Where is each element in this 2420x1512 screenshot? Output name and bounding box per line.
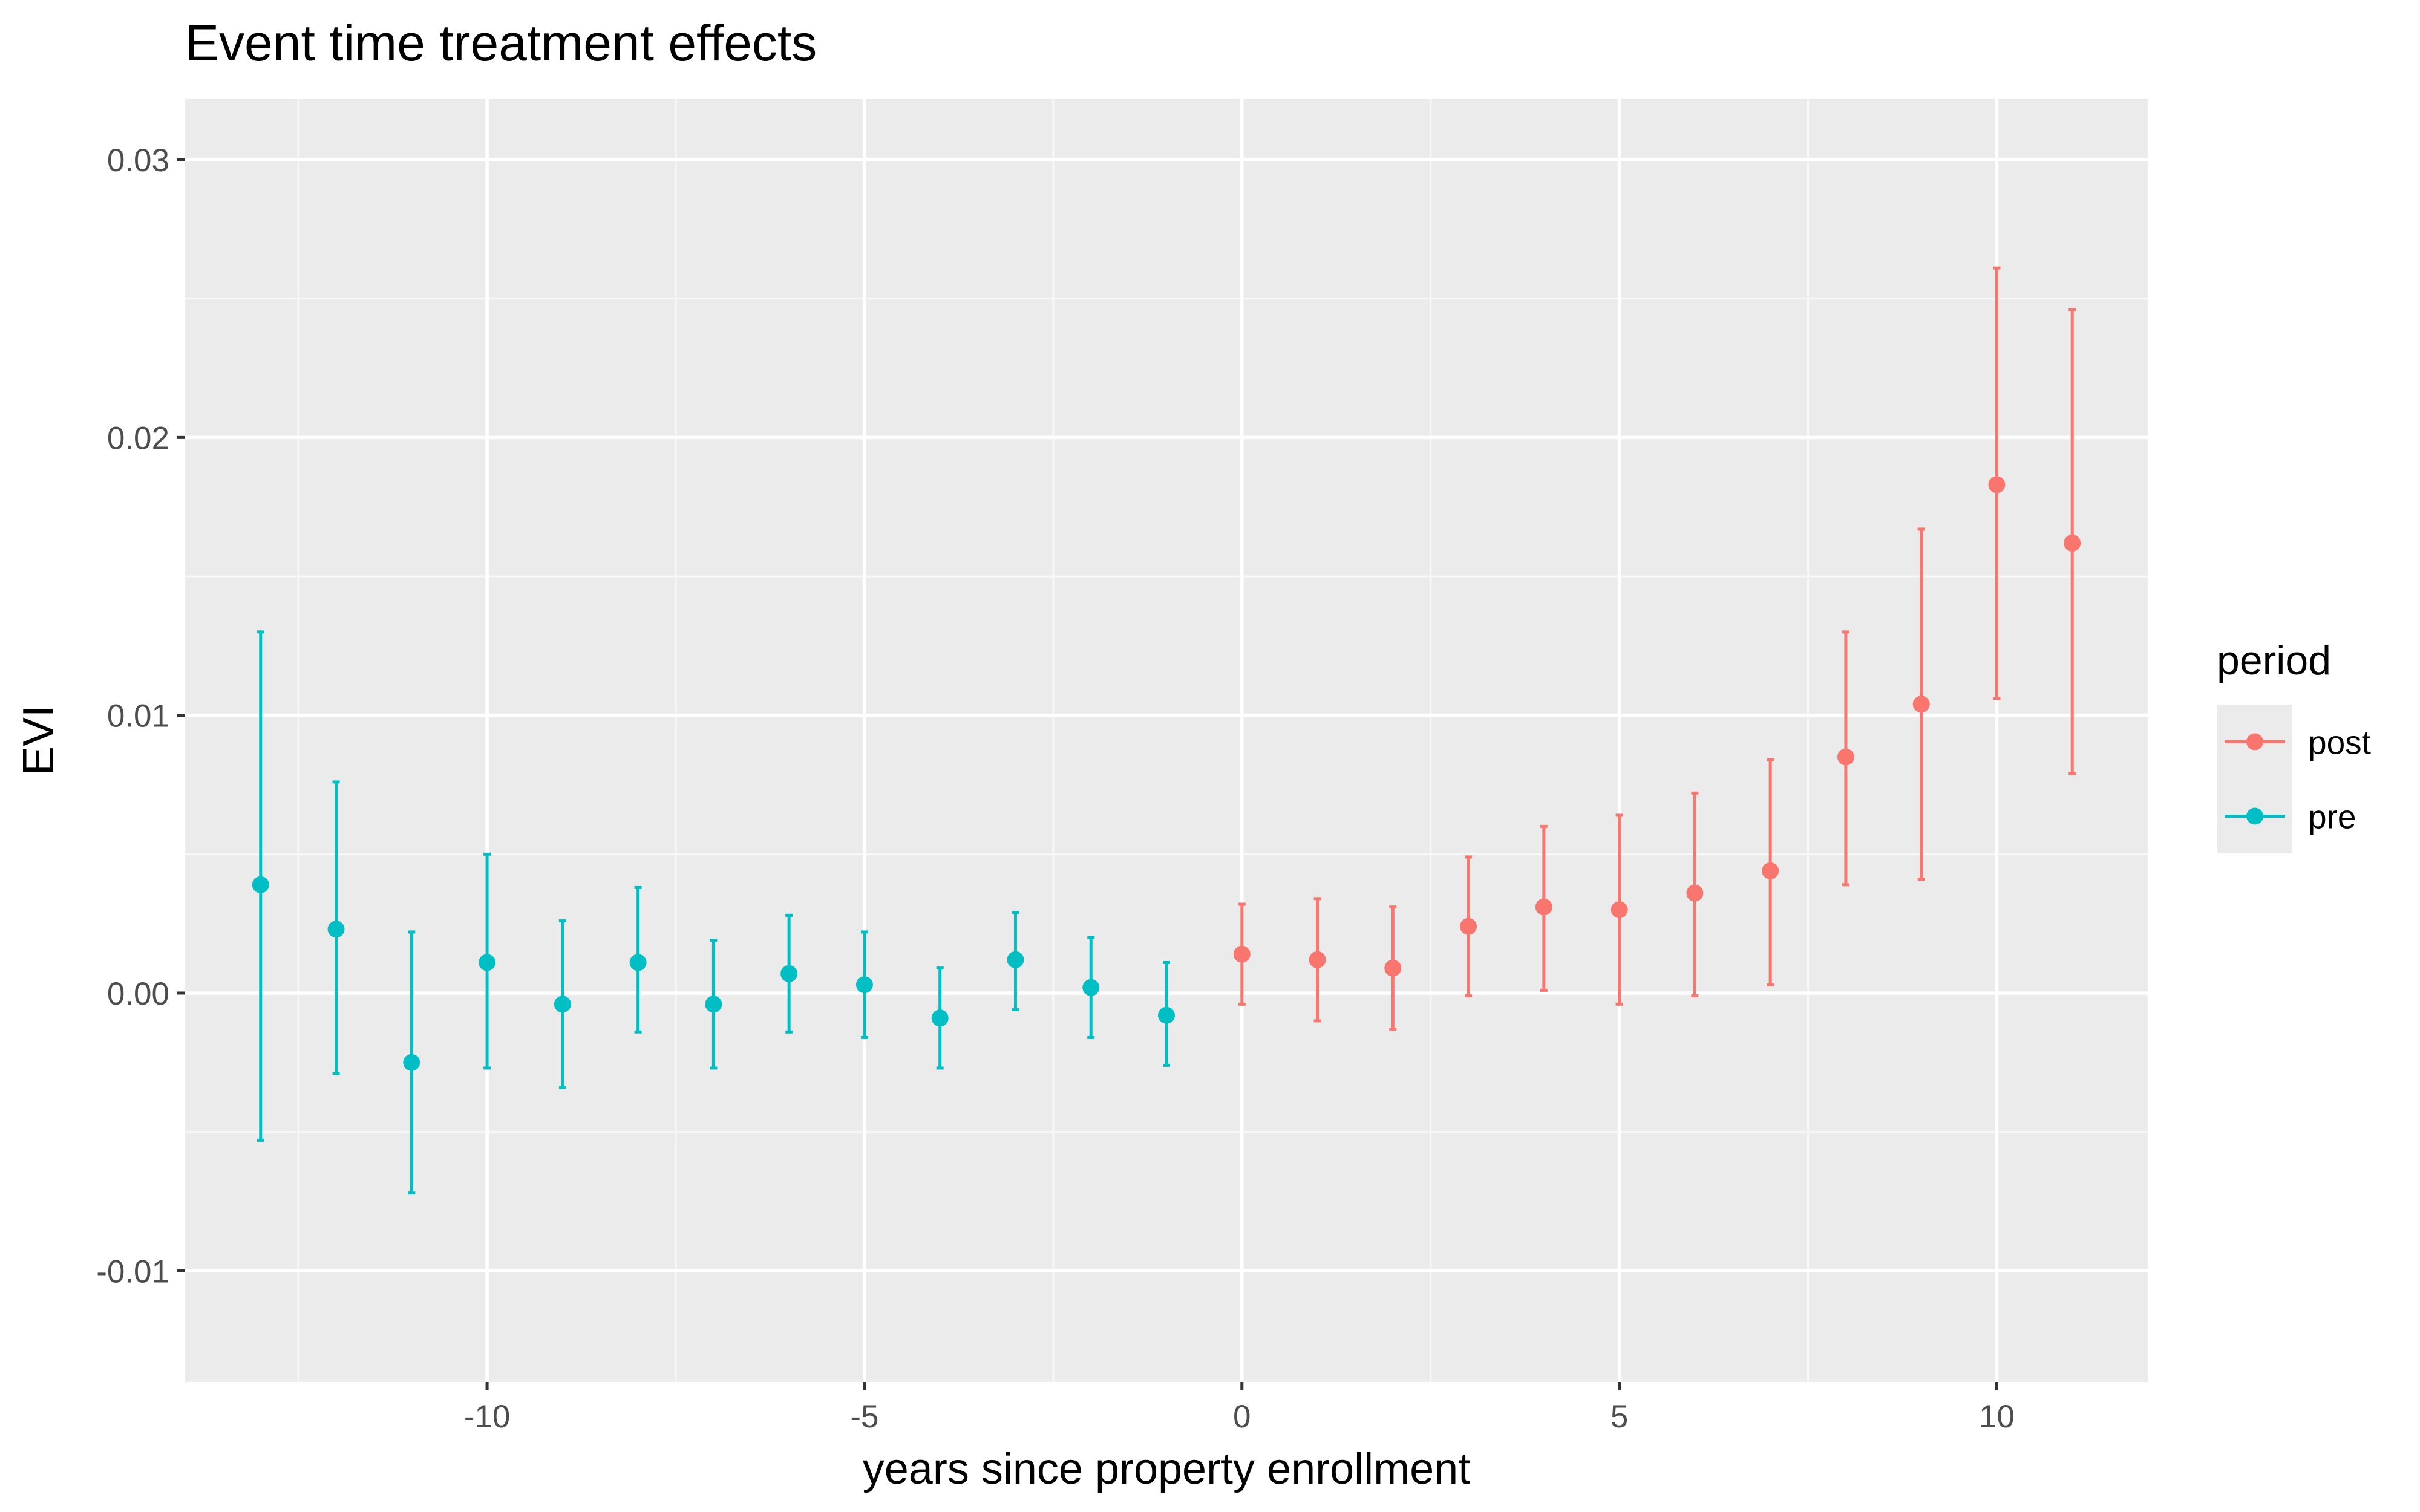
data-point [1912, 696, 1930, 713]
y-tick-label: 0.01 [107, 699, 169, 734]
data-point [1611, 901, 1628, 919]
plot-panel [185, 99, 2148, 1382]
data-point [1309, 951, 1326, 968]
data-point [2064, 534, 2081, 552]
data-point [629, 954, 647, 971]
chart-title: Event time treatment effects [185, 15, 817, 71]
data-point [479, 954, 496, 971]
data-point [403, 1054, 420, 1071]
legend-key-point [2246, 733, 2263, 751]
grid-minor [185, 99, 2148, 1382]
data-point [705, 996, 722, 1013]
data-point [1762, 862, 1779, 879]
x-tick-label: 0 [1233, 1399, 1251, 1435]
legend-title: period [2217, 637, 2331, 683]
x-axis: -10 -5 0 5 10 [464, 1382, 2015, 1435]
data-point [1460, 917, 1477, 935]
data-point [931, 1009, 949, 1027]
y-tick-label: 0.03 [107, 143, 169, 178]
data-point [1837, 748, 1854, 766]
data-point [327, 921, 345, 938]
data-point [1158, 1006, 1175, 1024]
data-point [1384, 959, 1402, 977]
grid-major [185, 99, 2148, 1382]
y-tick-label: 0.02 [107, 420, 169, 456]
legend-label: post [2308, 724, 2371, 761]
legend: period post pre [2217, 637, 2371, 853]
data-point [780, 965, 798, 982]
data-point [1535, 898, 1552, 916]
data-point [1988, 476, 2006, 494]
y-tick-label: 0.00 [107, 976, 169, 1012]
legend-key-point [2246, 807, 2263, 825]
series-post [1233, 266, 2081, 1031]
x-tick-label: 10 [1979, 1399, 2015, 1435]
data-point [252, 876, 269, 893]
series-pre [252, 630, 1175, 1195]
data-point [1686, 884, 1704, 902]
x-tick-label: -10 [464, 1399, 511, 1435]
data-layer [252, 266, 2081, 1195]
legend-item-pre: pre [2217, 779, 2356, 853]
data-point [554, 996, 571, 1013]
y-axis: -0.01 0.00 0.01 0.02 0.03 [96, 143, 185, 1289]
x-tick-label: -5 [850, 1399, 878, 1435]
legend-label: pre [2308, 798, 2356, 836]
data-point [1233, 945, 1251, 963]
x-tick-label: 5 [1611, 1399, 1628, 1435]
x-axis-title: years since property enrollment [863, 1445, 1470, 1493]
data-point [1082, 979, 1100, 996]
legend-items: post pre [2217, 705, 2371, 853]
data-point [1007, 951, 1024, 968]
y-tick-label: -0.01 [96, 1254, 169, 1289]
legend-item-post: post [2217, 705, 2371, 779]
y-axis-title: EVI [15, 705, 63, 775]
data-point [855, 976, 873, 994]
